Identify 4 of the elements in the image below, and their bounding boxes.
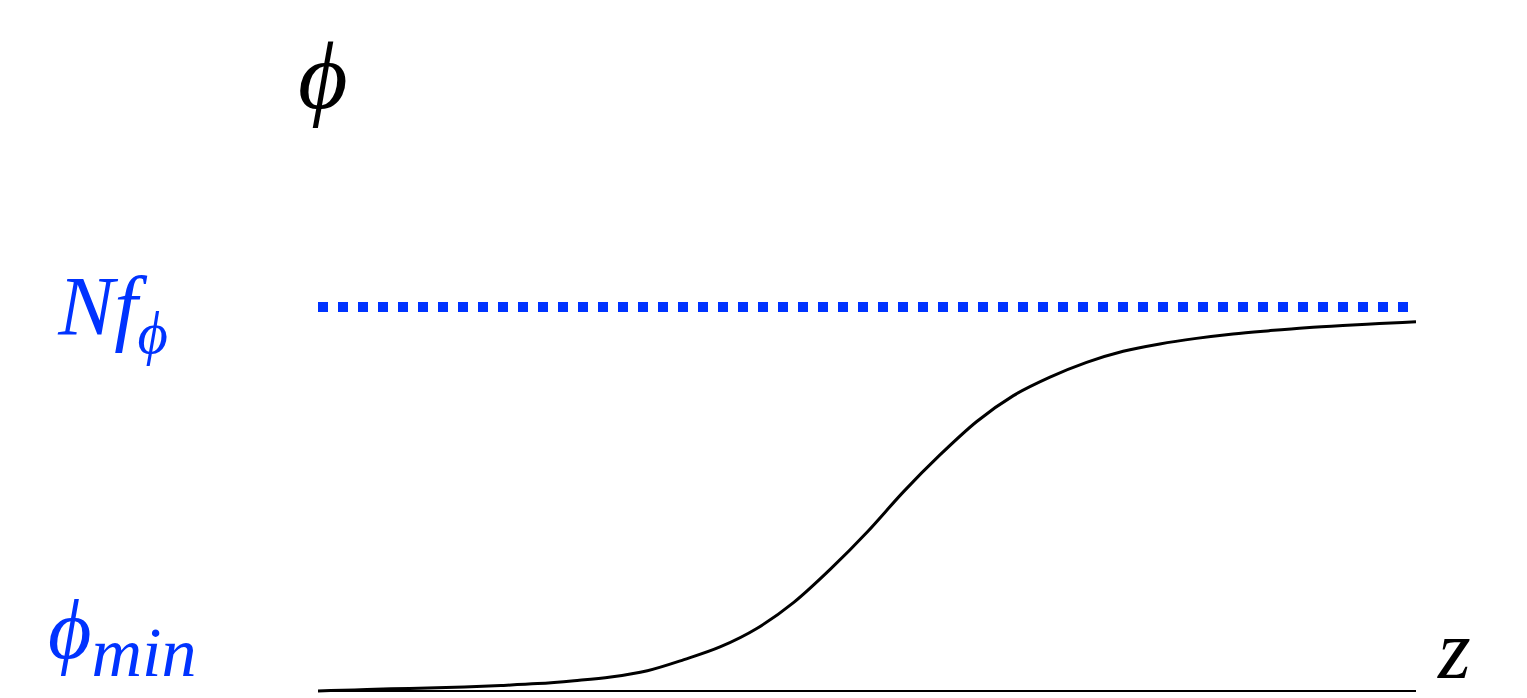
text: ϕ$_{min}$ [48,583,197,691]
y-axis-title: ϕ [298,22,348,129]
ref-line-label: Nf$_{ϕ}$ [57,260,168,366]
x-axis-title: z [1438,603,1471,696]
